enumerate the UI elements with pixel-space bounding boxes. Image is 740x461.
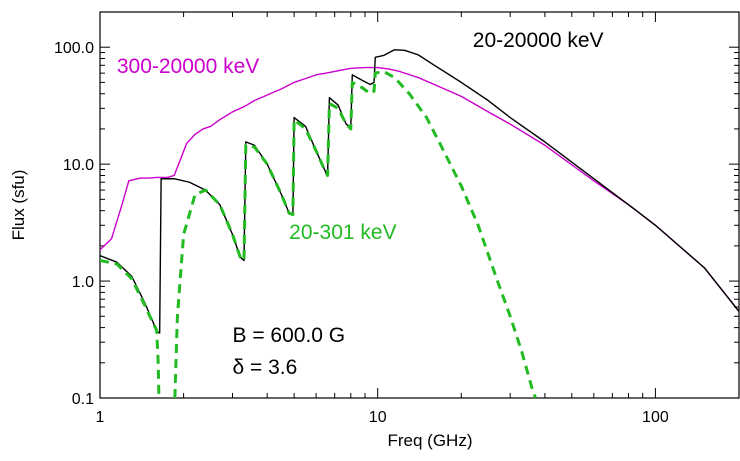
x-tick-label: 100 bbox=[642, 409, 669, 426]
series-line-20-301-kev bbox=[100, 69, 537, 398]
annotation-label: 20-301 keV bbox=[289, 221, 396, 244]
axis-ticks bbox=[99, 11, 740, 399]
data-curves bbox=[100, 49, 739, 398]
y-tick-label: 100.0 bbox=[54, 40, 94, 57]
annotation-label: δ = 3.6 bbox=[232, 356, 297, 379]
x-tick-label: 1 bbox=[96, 409, 105, 426]
annotation-label: B = 600.0 G bbox=[232, 324, 345, 347]
x-tick-label: 10 bbox=[369, 409, 387, 426]
y-axis-label: Flux (sfu) bbox=[9, 170, 28, 241]
series-line-300-20000-kev bbox=[100, 66, 739, 312]
x-axis-label: Freq (GHz) bbox=[388, 431, 473, 450]
axis-tick-labels: 1 10 100 0.1 1.0 10.0 100.0 bbox=[54, 40, 669, 426]
y-tick-label: 1.0 bbox=[72, 274, 94, 291]
series-line-20-20000-kev bbox=[100, 49, 739, 334]
y-tick-label: 10.0 bbox=[63, 157, 94, 174]
annotation-label: 300-20000 keV bbox=[117, 55, 259, 78]
annotation-label: 20-20000 keV bbox=[473, 29, 604, 52]
plot-frame bbox=[99, 11, 740, 399]
y-tick-label: 0.1 bbox=[72, 391, 94, 408]
chart-annotations: 20-20000 keV 300-20000 keV 20-301 keV B = 6… bbox=[117, 29, 604, 379]
